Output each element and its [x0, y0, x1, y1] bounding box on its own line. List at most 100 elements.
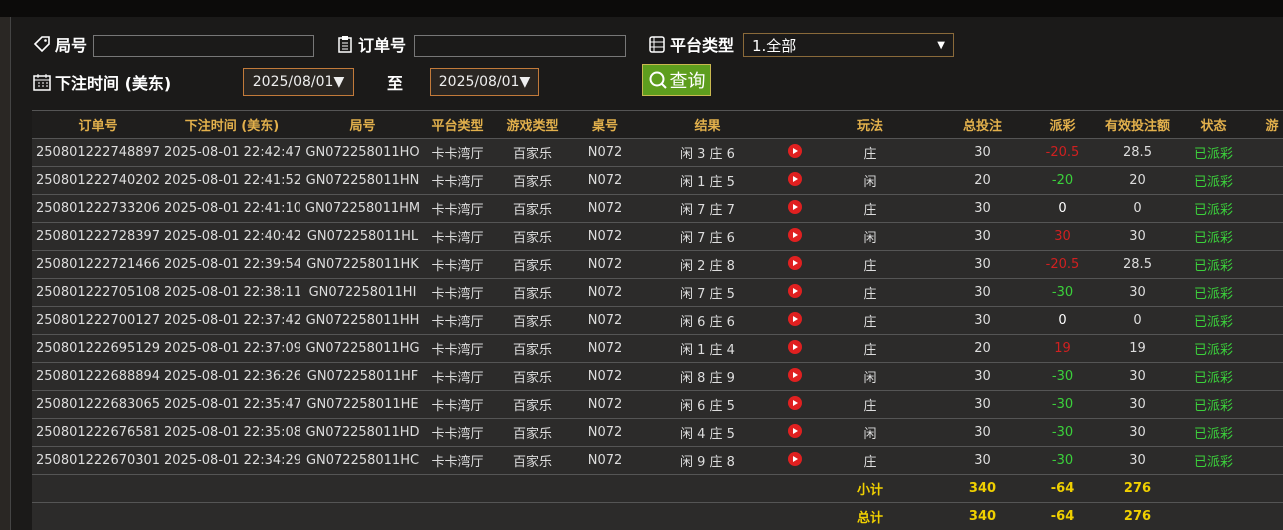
- cell: 19: [1090, 334, 1185, 363]
- cell: 250801222676581: [32, 418, 164, 447]
- platform-label: 平台类型: [647, 32, 734, 56]
- play-icon: [788, 395, 802, 410]
- cell: 百家乐: [490, 446, 575, 475]
- total-label: 总计: [810, 502, 930, 530]
- column-header: 有效投注额: [1090, 110, 1185, 139]
- cell-blank: [1242, 194, 1283, 223]
- cell-blank: [300, 502, 425, 530]
- cell-blank: [1242, 166, 1283, 195]
- date-to[interactable]: 2025/08/01▼: [430, 68, 539, 96]
- cell-blank: [1242, 278, 1283, 307]
- replay-cell[interactable]: [780, 334, 810, 363]
- date-from[interactable]: 2025/08/01▼: [243, 68, 354, 96]
- cell: GN072258011HO: [300, 138, 425, 167]
- cell: 闲 1 庄 5: [635, 166, 780, 195]
- cell: GN072258011HI: [300, 278, 425, 307]
- cell-blank: [635, 502, 780, 530]
- column-header-blank: [780, 110, 810, 139]
- cell: GN072258011HN: [300, 166, 425, 195]
- replay-cell[interactable]: [780, 418, 810, 447]
- cell: 闲 1 庄 4: [635, 334, 780, 363]
- cell: 30: [1090, 362, 1185, 391]
- cell-blank: [780, 502, 810, 530]
- cell: -30: [1035, 418, 1090, 447]
- cell: 30: [930, 390, 1035, 419]
- subtotal-row: 小计 340 -64 276: [32, 474, 1283, 503]
- column-header: 下注时间 (美东): [164, 110, 300, 139]
- table-wrap: 订单号 下注时间 (美东) 局号 平台类型 游戏类型 桌号 结果 玩法 总投注 派彩 有效投注额 状态…: [32, 110, 1283, 530]
- replay-cell[interactable]: [780, 250, 810, 279]
- cell: N072: [575, 362, 635, 391]
- cell-blank: [490, 474, 575, 503]
- cell: 30: [930, 278, 1035, 307]
- replay-cell[interactable]: [780, 138, 810, 167]
- cell-blank: [1242, 474, 1283, 503]
- cell: 20: [1090, 166, 1185, 195]
- cell: N072: [575, 390, 635, 419]
- cell: 2025-08-01 22:36:26: [164, 362, 300, 391]
- cell-blank: [575, 502, 635, 530]
- cell: 卡卡湾厅: [425, 418, 490, 447]
- cell: N072: [575, 446, 635, 475]
- table-row: 250801222748897 2025-08-01 22:42:47 GN0722…: [32, 138, 1283, 167]
- replay-cell[interactable]: [780, 306, 810, 335]
- column-header: 游戏类型: [490, 110, 575, 139]
- platform-select[interactable]: 1.全部 ▼: [743, 33, 954, 57]
- cell: 闲 7 庄 7: [635, 194, 780, 223]
- cell: 250801222688894: [32, 362, 164, 391]
- cell: 30: [930, 418, 1035, 447]
- column-header: 订单号: [32, 110, 164, 139]
- cell-blank: [164, 474, 300, 503]
- side-bar: [0, 17, 11, 530]
- cell: 百家乐: [490, 250, 575, 279]
- replay-cell[interactable]: [780, 166, 810, 195]
- cell: 庄: [810, 138, 930, 167]
- cell: 2025-08-01 22:41:52: [164, 166, 300, 195]
- cell: N072: [575, 278, 635, 307]
- cell: 2025-08-01 22:35:47: [164, 390, 300, 419]
- column-header: 状态: [1185, 110, 1242, 139]
- search-button[interactable]: 查询: [642, 64, 711, 96]
- table-row: 250801222676581 2025-08-01 22:35:08 GN0722…: [32, 418, 1283, 447]
- replay-cell[interactable]: [780, 362, 810, 391]
- cell: 已派彩: [1185, 390, 1242, 419]
- replay-cell[interactable]: [780, 194, 810, 223]
- cell: 卡卡湾厅: [425, 362, 490, 391]
- play-icon: [788, 283, 802, 298]
- table-row: 250801222733206 2025-08-01 22:41:10 GN0722…: [32, 194, 1283, 223]
- round-label: 局号: [32, 32, 87, 56]
- replay-cell[interactable]: [780, 278, 810, 307]
- cell: 30: [930, 194, 1035, 223]
- subtotal-payout: -64: [1035, 474, 1090, 503]
- table-row: 250801222721466 2025-08-01 22:39:54 GN0722…: [32, 250, 1283, 279]
- replay-cell[interactable]: [780, 446, 810, 475]
- order-input[interactable]: [414, 35, 626, 57]
- replay-cell[interactable]: [780, 222, 810, 251]
- replay-cell[interactable]: [780, 390, 810, 419]
- play-icon: [788, 423, 802, 438]
- cell: 闲 7 庄 6: [635, 222, 780, 251]
- cell: -30: [1035, 390, 1090, 419]
- cell: 30: [1090, 390, 1185, 419]
- table-row: 250801222695129 2025-08-01 22:37:09 GN0722…: [32, 334, 1283, 363]
- cell-blank: [1242, 390, 1283, 419]
- cell: GN072258011HK: [300, 250, 425, 279]
- cell-blank: [1242, 502, 1283, 530]
- cell: 30: [930, 222, 1035, 251]
- label: 下注时间 (美东): [55, 74, 172, 93]
- cell: GN072258011HD: [300, 418, 425, 447]
- cell: 30: [1090, 446, 1185, 475]
- cell: 30: [930, 446, 1035, 475]
- cell: 30: [930, 306, 1035, 335]
- column-header: 游: [1242, 110, 1283, 139]
- cell: GN072258011HF: [300, 362, 425, 391]
- round-input[interactable]: [93, 35, 314, 57]
- cell: 闲 3 庄 6: [635, 138, 780, 167]
- order-label: 订单号: [335, 32, 406, 56]
- cell: N072: [575, 250, 635, 279]
- cell: 2025-08-01 22:40:42: [164, 222, 300, 251]
- cell: 0: [1090, 306, 1185, 335]
- cell: 19: [1035, 334, 1090, 363]
- subtotal-valid: 276: [1090, 474, 1185, 503]
